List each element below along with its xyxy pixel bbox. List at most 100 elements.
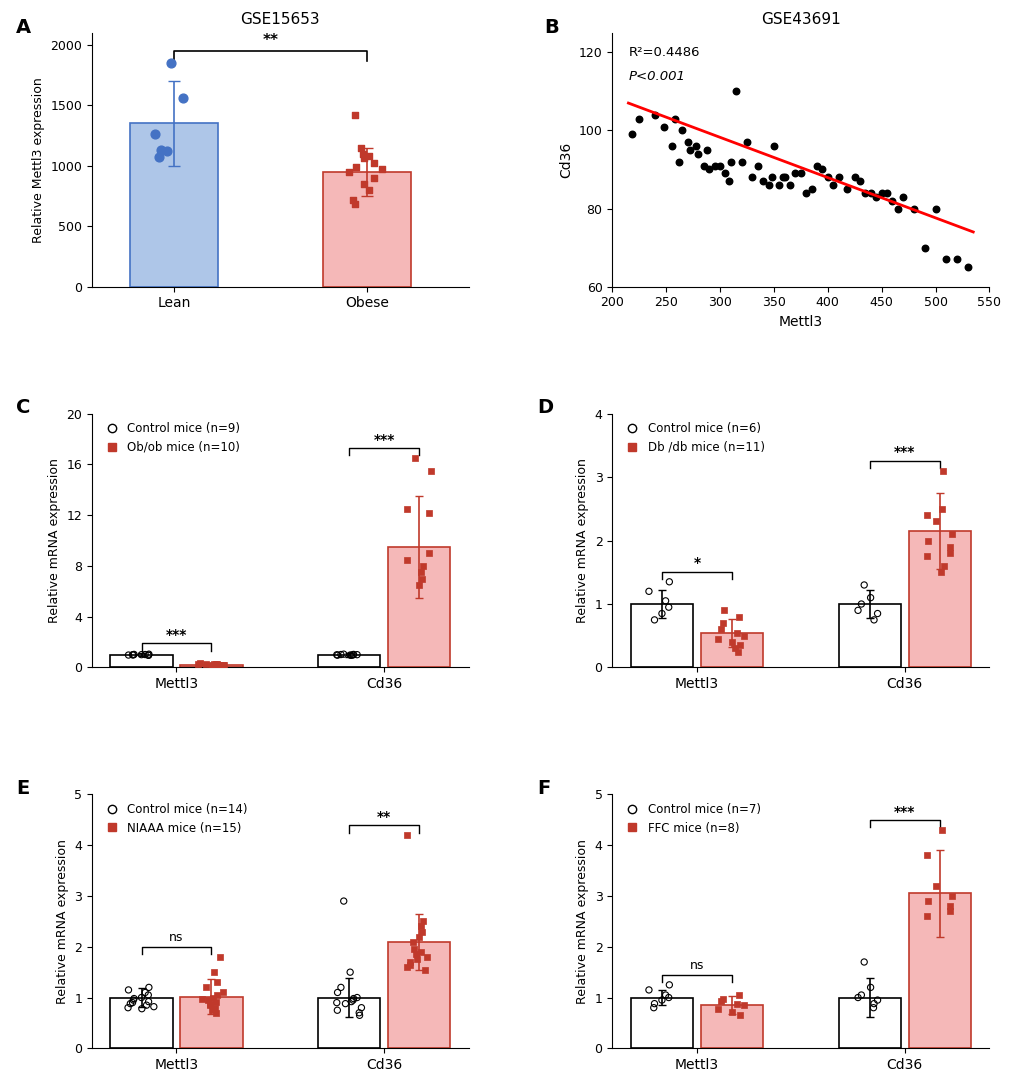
Point [340, 163, 357, 180]
Point [204, 1001, 220, 1019]
Point [732, 1007, 748, 1024]
Point [360, 147, 376, 165]
Point [728, 624, 744, 641]
Point [373, 161, 389, 178]
Text: R²=0.4486: R²=0.4486 [628, 46, 699, 59]
Bar [318, 998, 380, 1048]
Point [698, 141, 714, 158]
Point [730, 986, 746, 1004]
Point [918, 548, 934, 566]
Point [941, 898, 957, 915]
Point [353, 999, 369, 1017]
Point [124, 994, 141, 1011]
Point [198, 978, 214, 996]
Point [943, 887, 959, 904]
Title: GSE15653: GSE15653 [240, 12, 320, 27]
Point [398, 827, 415, 844]
Point [125, 646, 142, 664]
Point [415, 913, 431, 930]
Point [959, 259, 975, 276]
Text: **: ** [377, 809, 391, 823]
Point [158, 143, 174, 161]
Point [709, 630, 726, 648]
Point [889, 200, 905, 217]
Y-axis label: Relative mRNA expression: Relative mRNA expression [48, 459, 60, 622]
Point [342, 993, 359, 1010]
Point [829, 168, 846, 186]
Point [714, 615, 731, 632]
Bar [838, 604, 900, 667]
Point [706, 157, 722, 175]
Point [728, 83, 744, 100]
Point [124, 646, 141, 664]
Point [712, 620, 729, 638]
Point [120, 646, 137, 664]
X-axis label: Mettl3: Mettl3 [777, 314, 822, 329]
Point [125, 992, 142, 1009]
Point [653, 605, 669, 622]
Point [163, 55, 179, 72]
Point [631, 110, 647, 128]
Point [139, 996, 155, 1013]
Bar [700, 632, 762, 667]
Point [194, 989, 210, 1007]
Point [759, 177, 775, 194]
Bar [908, 531, 970, 667]
Point [883, 192, 900, 210]
Point [728, 995, 744, 1012]
Bar [318, 655, 380, 667]
Point [209, 655, 225, 673]
Point [719, 173, 736, 190]
Point [943, 525, 959, 543]
Bar [631, 998, 692, 1048]
Point [141, 646, 157, 664]
Point [335, 892, 352, 910]
Point [819, 168, 836, 186]
Point [849, 989, 865, 1007]
Point [413, 943, 429, 961]
Point [623, 126, 639, 143]
Point [366, 155, 382, 173]
Point [344, 992, 361, 1009]
Point [346, 106, 363, 123]
Point [147, 126, 163, 143]
Point [714, 989, 731, 1007]
Text: A: A [16, 17, 32, 36]
Point [754, 173, 770, 190]
Point [932, 500, 949, 518]
Point [204, 989, 220, 1007]
Point [200, 992, 216, 1009]
Text: **: ** [263, 34, 278, 48]
Point [414, 923, 430, 940]
Point [141, 978, 157, 996]
Point [206, 999, 222, 1017]
Point [775, 168, 792, 186]
Point [941, 545, 957, 562]
Point [723, 1004, 740, 1021]
Text: ***: *** [373, 432, 394, 447]
Point [337, 995, 354, 1012]
Point [732, 637, 748, 654]
Point [356, 175, 372, 192]
Point [851, 173, 867, 190]
Point [918, 907, 934, 925]
Point [808, 157, 824, 175]
Point [645, 999, 661, 1017]
Point [120, 999, 137, 1017]
Bar [110, 655, 172, 667]
Text: *: * [693, 556, 700, 570]
Point [934, 462, 951, 479]
Point [341, 963, 358, 981]
Point [153, 141, 169, 158]
Point [335, 645, 352, 663]
Point [133, 646, 150, 664]
Bar [388, 941, 449, 1048]
Point [937, 250, 954, 268]
Point [709, 1000, 726, 1018]
Point [862, 978, 878, 996]
Point [679, 133, 695, 151]
Text: ns: ns [689, 959, 703, 972]
Point [744, 168, 760, 186]
Point [332, 645, 348, 663]
Point [342, 646, 359, 664]
